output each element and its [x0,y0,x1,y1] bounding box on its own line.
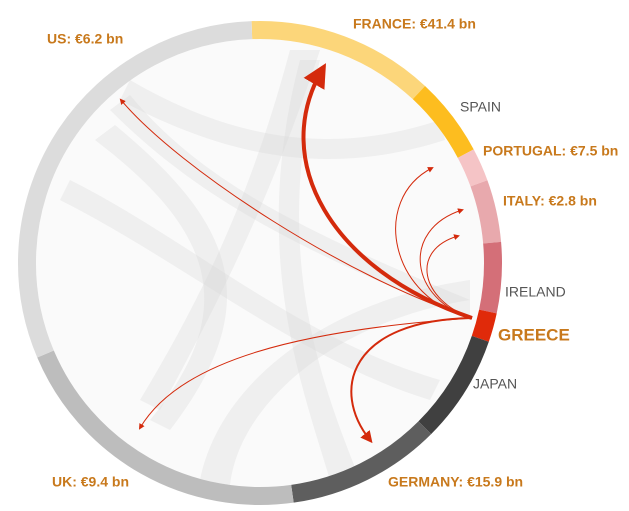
inner-disc [36,39,484,487]
ring-segment [18,21,253,358]
label-ireland: IRELAND [505,284,566,300]
ring-segment [471,309,497,342]
flow-arrows [119,63,473,444]
ring-segment [412,86,474,158]
ring-segment [291,421,432,503]
ring-segment [37,350,294,505]
ring-segment [457,149,488,187]
label-japan: JAPAN [473,376,517,392]
ring-segment [470,180,502,244]
ring-segment [479,241,502,314]
label-france: FRANCE: €41.4 bn [353,16,476,32]
background-chords [60,50,470,485]
label-greece: GREECE [498,325,570,344]
ring [18,21,502,505]
label-spain: SPAIN [460,99,501,115]
ring-segment [418,335,489,435]
label-us: US: €6.2 bn [47,31,123,47]
ring-segment [251,21,426,100]
label-italy: ITALY: €2.8 bn [503,193,597,209]
label-uk: UK: €9.4 bn [52,474,129,490]
label-germany: GERMANY: €15.9 bn [388,474,523,490]
label-portugal: PORTUGAL: €7.5 bn [483,143,618,159]
